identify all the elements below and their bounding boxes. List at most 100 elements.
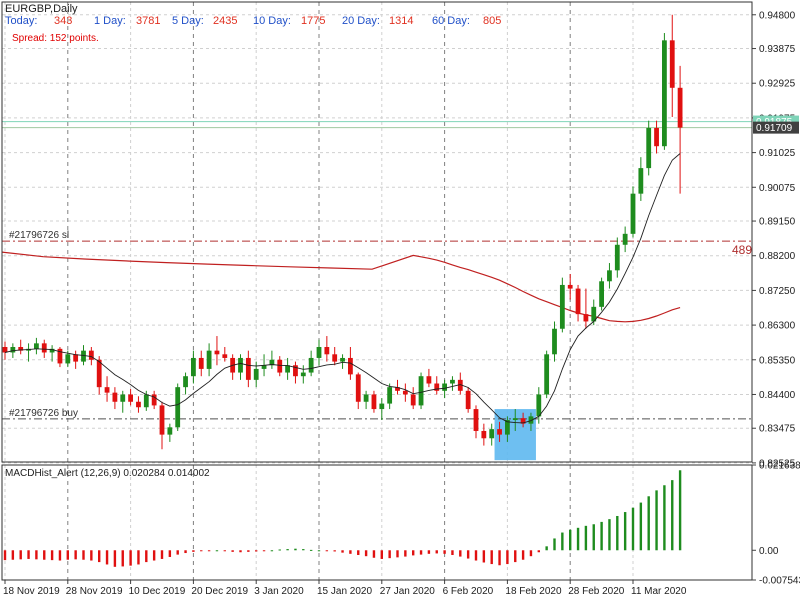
candle-body[interactable] [607, 270, 612, 282]
candle-body[interactable] [654, 127, 659, 147]
candle-body[interactable] [104, 387, 110, 393]
macd-histogram-bar [239, 550, 242, 553]
candle-body[interactable] [73, 354, 79, 362]
candle-body[interactable] [442, 383, 447, 391]
candle-body[interactable] [332, 354, 338, 362]
candle-body[interactable] [340, 357, 345, 362]
candle-body[interactable] [418, 376, 424, 406]
candle-body[interactable] [677, 87, 683, 128]
candle-body[interactable] [183, 376, 188, 388]
candle-body[interactable] [465, 390, 471, 410]
candle-body[interactable] [544, 354, 550, 395]
candle-body[interactable] [277, 359, 283, 373]
candle-body[interactable] [583, 314, 589, 322]
candle-body[interactable] [669, 40, 675, 88]
macd-histogram-bar [372, 550, 376, 558]
time-tick-label: 28 Nov 2019 [66, 586, 123, 597]
candle-body[interactable] [536, 394, 542, 417]
price-tick-label: 0.84400 [759, 390, 796, 401]
candle-body[interactable] [402, 390, 408, 395]
candle-body[interactable] [630, 193, 636, 234]
candle-body[interactable] [136, 401, 141, 408]
macd-histogram-bar [671, 480, 674, 551]
candle-body[interactable] [567, 284, 573, 289]
candle-body[interactable] [175, 387, 181, 428]
candle-body[interactable] [591, 306, 597, 322]
candle-body[interactable] [269, 359, 275, 366]
candle-body[interactable] [348, 357, 353, 375]
candle-body[interactable] [159, 405, 165, 435]
candle-body[interactable] [285, 365, 290, 373]
candle-body[interactable] [575, 288, 581, 315]
candle-body[interactable] [10, 347, 16, 353]
candle-body[interactable] [355, 374, 361, 402]
candle-body[interactable] [191, 357, 196, 377]
candle-body[interactable] [96, 359, 102, 388]
candle-body[interactable] [662, 40, 667, 147]
candle-body[interactable] [410, 394, 416, 406]
macd-histogram-bar [302, 549, 305, 551]
candle-body[interactable] [528, 416, 534, 424]
candle-body[interactable] [49, 348, 55, 353]
candle-body[interactable] [512, 418, 518, 421]
candle-body[interactable] [395, 387, 400, 391]
today-label: Today: [5, 15, 38, 27]
candle-body[interactable] [253, 368, 259, 380]
macd-histogram-bar [521, 550, 525, 560]
candle-body[interactable] [222, 354, 228, 358]
candle-body[interactable] [379, 403, 385, 410]
candle-body[interactable] [426, 376, 432, 384]
candle-body[interactable] [167, 427, 173, 435]
candle-body[interactable] [489, 429, 495, 439]
candle-body[interactable] [434, 383, 440, 391]
macd-histogram-bar [286, 549, 289, 551]
candle-body[interactable] [646, 127, 652, 169]
candle-body[interactable] [457, 379, 463, 391]
macd-histogram-bar [616, 515, 619, 551]
candle-body[interactable] [34, 343, 39, 349]
candle-body[interactable] [481, 430, 487, 439]
candle-body[interactable] [308, 357, 314, 373]
candle-body[interactable] [387, 387, 393, 404]
candle-body[interactable] [143, 394, 149, 408]
candle-body[interactable] [245, 357, 251, 380]
candle-body[interactable] [371, 394, 377, 410]
candle-body[interactable] [497, 429, 502, 435]
candle-body[interactable] [238, 357, 243, 373]
candle-body[interactable] [450, 379, 455, 384]
candle-body[interactable] [128, 394, 133, 402]
candle-body[interactable] [599, 281, 604, 307]
candle-body[interactable] [65, 354, 71, 364]
candle-body[interactable] [41, 343, 47, 353]
macd-histogram-bar [66, 550, 69, 560]
candle-body[interactable] [324, 347, 330, 355]
candle-body[interactable] [559, 284, 565, 329]
candle-body[interactable] [363, 394, 369, 402]
candle-body[interactable] [614, 244, 620, 271]
macd-histogram-bar [529, 550, 533, 557]
candle-body[interactable] [622, 233, 628, 245]
candle-body[interactable] [120, 394, 126, 402]
candle-body[interactable] [18, 347, 24, 351]
candle-body[interactable] [505, 420, 510, 435]
candle-body[interactable] [2, 347, 8, 353]
candle-body[interactable] [520, 418, 526, 424]
candle-body[interactable] [316, 347, 322, 358]
candle-body[interactable] [552, 328, 557, 355]
candle-body[interactable] [473, 409, 479, 431]
candle-body[interactable] [81, 350, 86, 362]
macd-histogram-bar [184, 550, 187, 554]
candle-body[interactable] [206, 350, 212, 369]
candle-body[interactable] [261, 365, 267, 369]
candle-body[interactable] [112, 392, 118, 402]
candle-body[interactable] [151, 394, 157, 406]
candle-body[interactable] [300, 372, 306, 377]
candle-body[interactable] [198, 357, 204, 369]
candle-body[interactable] [57, 348, 63, 364]
candle-body[interactable] [214, 350, 220, 355]
macd-histogram-bar [364, 550, 368, 557]
candle-body[interactable] [638, 168, 644, 194]
candle-body[interactable] [88, 350, 94, 360]
candle-body[interactable] [293, 365, 298, 377]
